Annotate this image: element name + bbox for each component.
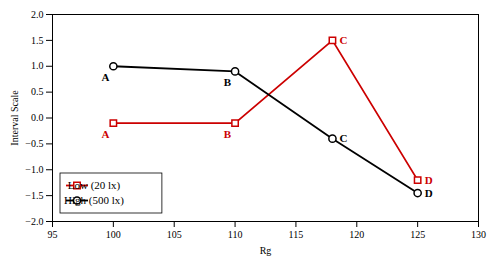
svg-text:A: A bbox=[101, 71, 109, 83]
svg-text:1.0: 1.0 bbox=[31, 60, 44, 71]
svg-text:115: 115 bbox=[289, 229, 304, 240]
svg-text:2.0: 2.0 bbox=[31, 9, 44, 20]
svg-text:B: B bbox=[224, 128, 232, 140]
svg-text:Low (20 lx): Low (20 lx) bbox=[68, 179, 121, 192]
svg-text:0.0: 0.0 bbox=[31, 112, 44, 123]
svg-text:High (500 lx): High (500 lx) bbox=[64, 194, 124, 207]
svg-text:Interval Scale: Interval Scale bbox=[9, 90, 20, 146]
svg-text:−0.5: −0.5 bbox=[25, 138, 43, 149]
svg-text:C: C bbox=[339, 132, 347, 144]
svg-text:Rg: Rg bbox=[260, 245, 272, 256]
svg-text:−2.0: −2.0 bbox=[25, 216, 43, 227]
svg-text:120: 120 bbox=[349, 229, 364, 240]
svg-text:130: 130 bbox=[471, 229, 486, 240]
svg-text:95: 95 bbox=[48, 229, 58, 240]
svg-text:110: 110 bbox=[228, 229, 243, 240]
svg-text:1.5: 1.5 bbox=[31, 35, 44, 46]
svg-text:−1.0: −1.0 bbox=[25, 164, 43, 175]
svg-text:D: D bbox=[425, 187, 433, 199]
svg-text:100: 100 bbox=[106, 229, 121, 240]
svg-text:125: 125 bbox=[410, 229, 425, 240]
svg-text:D: D bbox=[425, 174, 433, 186]
svg-text:B: B bbox=[224, 76, 232, 88]
svg-text:C: C bbox=[339, 34, 347, 46]
svg-text:−1.5: −1.5 bbox=[25, 190, 43, 201]
svg-text:A: A bbox=[101, 128, 109, 140]
svg-text:105: 105 bbox=[167, 229, 182, 240]
svg-text:0.5: 0.5 bbox=[31, 86, 44, 97]
